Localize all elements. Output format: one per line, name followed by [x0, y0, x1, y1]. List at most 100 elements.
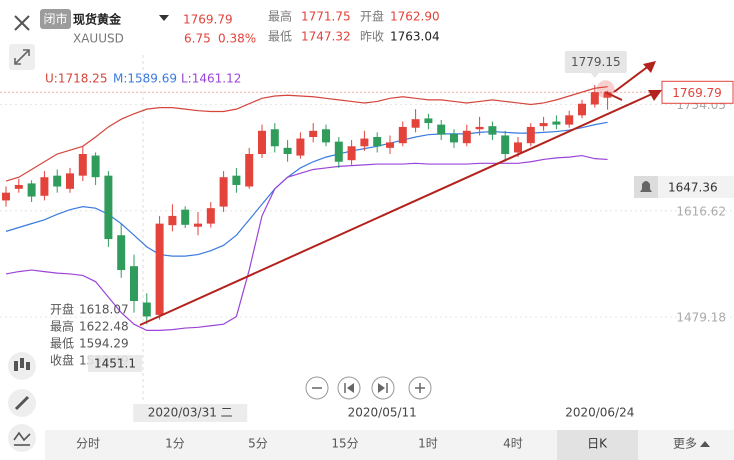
tab[interactable]: 1时 — [418, 437, 438, 451]
candle-body — [270, 129, 279, 147]
candle-body — [590, 92, 599, 105]
high-marker-box — [564, 51, 627, 73]
stat-value: 1762.90 — [390, 10, 440, 24]
candle-body — [155, 223, 164, 315]
stat-label: 开盘 — [360, 9, 384, 24]
y-tick-label: 1479.18 — [676, 311, 726, 325]
candle-body — [488, 126, 497, 135]
tab[interactable]: 5分 — [248, 437, 268, 451]
candle-body — [117, 235, 126, 271]
candle-body — [194, 223, 202, 227]
stat-value: 1747.32 — [301, 30, 351, 44]
tabs: 分时 1分 5分 15分 1时 4时 日K 更多 — [76, 430, 710, 460]
high-marker-label: 1779.15 — [571, 55, 621, 69]
candle-body — [398, 126, 407, 144]
scroll-start-button[interactable] — [337, 376, 361, 400]
tooltip-label: 收盘 — [50, 353, 74, 368]
trend-arrow — [648, 90, 662, 101]
candle-body — [142, 302, 151, 317]
last-price-box — [661, 80, 734, 104]
candle-body — [78, 154, 87, 176]
band-line — [5, 154, 608, 331]
candle-body — [53, 175, 62, 187]
chart-type-button[interactable] — [8, 352, 36, 380]
instrument-code: XAUUSD — [73, 32, 124, 46]
candle-body — [334, 141, 343, 162]
candle-body — [2, 192, 10, 201]
tooltip-value: 1594.29 — [79, 337, 129, 351]
indicator-label: M:1589.69 — [113, 72, 177, 86]
expand-button[interactable] — [9, 44, 35, 70]
candle-body — [360, 138, 369, 147]
more-arrow[interactable] — [700, 441, 710, 447]
candle-body — [219, 177, 228, 207]
tooltip-label: 最低 — [50, 337, 74, 351]
status-text: 闭市 — [43, 11, 67, 26]
projection-arrow — [613, 64, 651, 93]
tooltip-label: 最高 — [50, 319, 74, 334]
tooltip-value: 1622.48 — [79, 320, 129, 334]
low-marker-box — [88, 355, 142, 372]
candle-body — [552, 121, 561, 125]
candle-body — [578, 103, 586, 116]
candle-body — [91, 155, 100, 178]
tab[interactable]: 分时 — [76, 437, 100, 451]
last-price-label: 1769.79 — [672, 86, 722, 100]
alert-bell — [640, 180, 652, 192]
close-button[interactable] — [14, 15, 30, 31]
candle-body — [232, 175, 241, 185]
high-marker-pointer — [590, 73, 599, 78]
candle-body — [373, 136, 382, 147]
candle-body — [27, 183, 36, 197]
zoom-out-button[interactable] — [305, 376, 329, 400]
candle-body — [411, 119, 420, 128]
stat-label: 最低 — [268, 30, 292, 44]
candle-body — [437, 124, 446, 135]
band-line — [5, 86, 608, 182]
status-badge — [40, 9, 71, 29]
candle-body — [347, 146, 356, 161]
candle-body — [539, 123, 548, 127]
trend-line — [139, 93, 653, 326]
price-change: 6.75 — [184, 32, 211, 46]
projection-arrow — [604, 91, 623, 101]
candle-body — [526, 126, 535, 144]
stat-value: 1771.75 — [301, 10, 351, 24]
candle-body — [206, 208, 215, 224]
candle-body — [14, 184, 23, 189]
candle-body — [104, 175, 113, 240]
stat-label: 最高 — [268, 9, 292, 24]
tab[interactable]: 更多 — [673, 437, 697, 451]
tab[interactable]: 日K — [587, 437, 608, 451]
draw-button[interactable] — [8, 389, 36, 417]
price-change-pct: 0.38% — [218, 32, 256, 46]
date-highlight — [133, 404, 248, 422]
candle-body — [245, 154, 254, 187]
stat-label: 昨收 — [360, 30, 384, 44]
candle-body — [296, 138, 305, 156]
tab[interactable]: 15分 — [331, 437, 358, 451]
candle-body — [424, 118, 433, 124]
instrument-name[interactable]: 现货黄金 — [73, 12, 122, 27]
last-price-glow — [596, 80, 615, 99]
candle-body — [386, 142, 394, 148]
zoom-in-button[interactable] — [408, 376, 432, 400]
stat-value: 1763.04 — [390, 30, 440, 44]
candle-body — [462, 130, 471, 144]
tooltip-value: 1618.07 — [79, 303, 129, 317]
candle-body — [66, 173, 74, 189]
candle-body — [181, 209, 190, 225]
candle-body — [130, 266, 138, 301]
dropdown-arrow[interactable] — [159, 15, 169, 21]
indicator-button[interactable] — [8, 424, 36, 452]
candle-body — [501, 135, 510, 155]
tab[interactable]: 4时 — [503, 437, 523, 451]
tab[interactable]: 1分 — [165, 437, 185, 451]
candle-body — [565, 115, 574, 125]
x-tick-label: 2020/06/24 — [565, 406, 634, 420]
scroll-end-button[interactable] — [371, 376, 395, 400]
indicator-label: L:1461.12 — [181, 72, 241, 86]
candle-body — [450, 133, 458, 143]
